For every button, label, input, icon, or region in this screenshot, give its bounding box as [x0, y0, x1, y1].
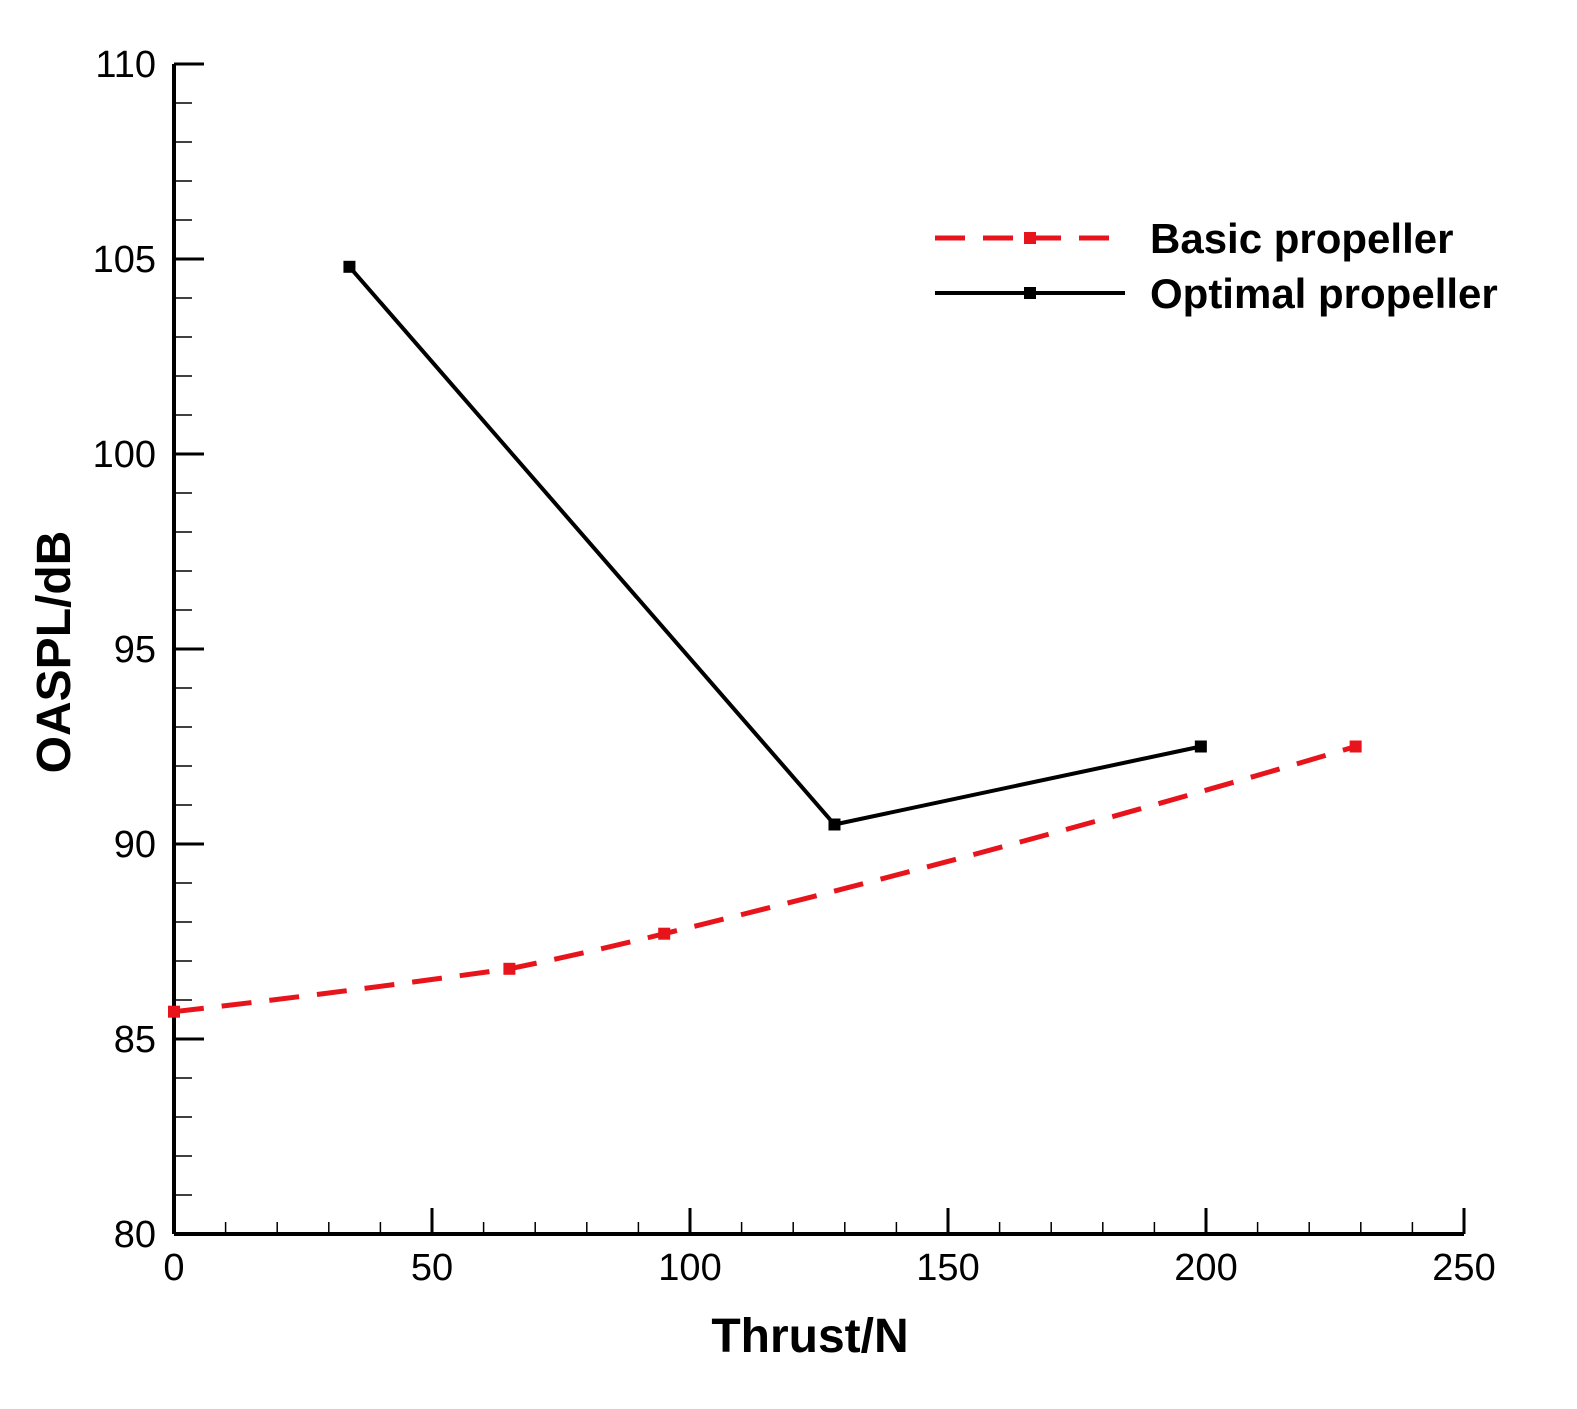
series-basic-propeller	[168, 740, 1362, 1018]
series-line	[173, 744, 1357, 1015]
y-tick-label: 95	[114, 629, 156, 671]
x-tick-label: 200	[1174, 1247, 1237, 1289]
y-tick-label: 80	[114, 1214, 156, 1256]
y-tick-label: 100	[93, 434, 156, 476]
data-point	[503, 962, 516, 975]
x-tick-label: 150	[916, 1247, 979, 1289]
x-tick-label: 250	[1432, 1247, 1495, 1289]
series-optimal-propeller	[343, 260, 1207, 831]
data-point	[168, 1005, 180, 1018]
data-point	[1194, 740, 1207, 753]
legend-item-optimal-propeller: Optimal propeller	[935, 270, 1498, 317]
legend-marker	[1024, 287, 1036, 299]
series-line	[347, 265, 1202, 827]
data-point	[1349, 740, 1362, 753]
x-tick-label: 100	[658, 1247, 721, 1289]
legend-label: Optimal propeller	[1150, 270, 1498, 317]
y-tick-label: 110	[95, 44, 156, 86]
y-tick-label: 105	[93, 239, 156, 281]
legend-marker	[1024, 232, 1036, 244]
legend: Basic propeller Optimal propeller	[935, 215, 1498, 317]
x-tick-label: 0	[163, 1247, 184, 1289]
legend-item-basic-propeller: Basic propeller	[935, 215, 1453, 262]
x-axis-title: Thrust/N	[711, 1310, 908, 1363]
y-tick-label: 90	[114, 824, 156, 866]
data-point	[658, 927, 671, 940]
x-tick-label: 50	[411, 1247, 453, 1289]
data-point	[828, 818, 841, 831]
y-axis-title: OASPL/dB	[28, 531, 81, 774]
y-tick-label: 85	[114, 1019, 156, 1061]
legend-label: Basic propeller	[1150, 215, 1453, 262]
axis-ticks: 0 50 100 150 200 250 80 85 90 95 100 105 110	[93, 44, 1496, 1289]
data-point	[343, 260, 356, 273]
series-layer	[168, 260, 1362, 1018]
